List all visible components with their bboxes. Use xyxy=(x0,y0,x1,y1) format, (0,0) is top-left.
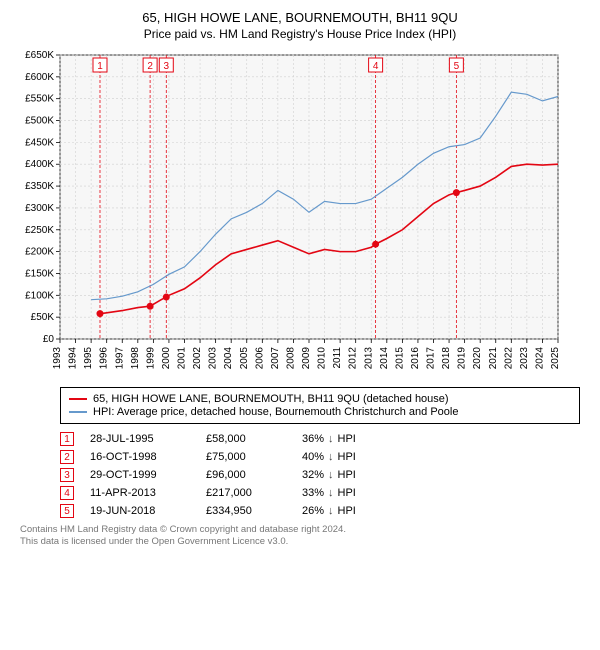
page-title: 65, HIGH HOWE LANE, BOURNEMOUTH, BH11 9Q… xyxy=(10,10,590,25)
svg-text:2020: 2020 xyxy=(472,347,483,370)
svg-text:2007: 2007 xyxy=(270,347,281,370)
svg-text:2001: 2001 xyxy=(177,347,188,370)
svg-text:£300K: £300K xyxy=(25,203,54,214)
svg-text:£200K: £200K xyxy=(25,247,54,258)
svg-text:2014: 2014 xyxy=(379,347,390,370)
svg-text:2016: 2016 xyxy=(410,347,421,370)
svg-text:2022: 2022 xyxy=(503,347,514,370)
svg-text:1999: 1999 xyxy=(145,347,156,370)
tx-date: 19-JUN-2018 xyxy=(90,505,190,517)
tx-date: 11-APR-2013 xyxy=(90,487,190,499)
transaction-row: 1 28-JUL-1995 £58,000 36% ↓ HPI xyxy=(60,432,580,446)
svg-text:2002: 2002 xyxy=(192,347,203,370)
svg-text:2023: 2023 xyxy=(519,347,530,370)
price-chart: £0 £50K £100K £150K £200K £250K £300K £350K £400… xyxy=(10,49,570,379)
legend-label-blue: HPI: Average price, detached house, Bour… xyxy=(93,406,458,418)
svg-text:2019: 2019 xyxy=(457,347,468,370)
svg-text:3: 3 xyxy=(164,61,170,72)
tx-date: 28-JUL-1995 xyxy=(90,433,190,445)
transaction-row: 2 16-OCT-1998 £75,000 40% ↓ HPI xyxy=(60,450,580,464)
legend: 65, HIGH HOWE LANE, BOURNEMOUTH, BH11 9Q… xyxy=(60,387,580,424)
svg-text:2000: 2000 xyxy=(161,347,172,370)
tx-pct: 33% ↓ HPI xyxy=(302,487,392,499)
legend-label-red: 65, HIGH HOWE LANE, BOURNEMOUTH, BH11 9Q… xyxy=(93,393,449,405)
transaction-row: 4 11-APR-2013 £217,000 33% ↓ HPI xyxy=(60,486,580,500)
svg-text:2008: 2008 xyxy=(285,347,296,370)
title-block: 65, HIGH HOWE LANE, BOURNEMOUTH, BH11 9Q… xyxy=(10,10,590,41)
svg-text:1993: 1993 xyxy=(52,347,63,370)
tx-price: £96,000 xyxy=(206,469,286,481)
marker-index: 3 xyxy=(60,468,74,482)
tx-pct: 32% ↓ HPI xyxy=(302,469,392,481)
svg-text:£450K: £450K xyxy=(25,137,54,148)
transaction-row: 5 19-JUN-2018 £334,950 26% ↓ HPI xyxy=(60,504,580,518)
svg-text:£600K: £600K xyxy=(25,72,54,83)
svg-text:2: 2 xyxy=(147,61,153,72)
svg-text:£350K: £350K xyxy=(25,181,54,192)
svg-text:£100K: £100K xyxy=(25,290,54,301)
svg-text:2017: 2017 xyxy=(426,347,437,370)
svg-text:£650K: £650K xyxy=(25,50,54,61)
footer: Contains HM Land Registry data © Crown c… xyxy=(20,524,580,549)
tx-pct: 26% ↓ HPI xyxy=(302,505,392,517)
svg-text:5: 5 xyxy=(454,61,460,72)
svg-text:2009: 2009 xyxy=(301,347,312,370)
svg-text:1997: 1997 xyxy=(114,347,125,370)
svg-text:2010: 2010 xyxy=(317,347,328,370)
svg-text:1995: 1995 xyxy=(83,347,94,370)
svg-text:2006: 2006 xyxy=(254,347,265,370)
tx-pct: 40% ↓ HPI xyxy=(302,451,392,463)
svg-text:2018: 2018 xyxy=(441,347,452,370)
svg-text:2003: 2003 xyxy=(208,347,219,370)
svg-text:£550K: £550K xyxy=(25,94,54,105)
svg-text:2004: 2004 xyxy=(223,347,234,370)
legend-swatch-red xyxy=(69,398,87,400)
legend-row-blue: HPI: Average price, detached house, Bour… xyxy=(69,406,571,418)
transaction-table: 1 28-JUL-1995 £58,000 36% ↓ HPI 2 16-OCT-1998… xyxy=(60,432,580,518)
svg-text:2015: 2015 xyxy=(394,347,405,370)
transaction-row: 3 29-OCT-1999 £96,000 32% ↓ HPI xyxy=(60,468,580,482)
marker-index: 2 xyxy=(60,450,74,464)
svg-text:1996: 1996 xyxy=(99,347,110,370)
svg-text:2013: 2013 xyxy=(363,347,374,370)
marker-index: 5 xyxy=(60,504,74,518)
tx-date: 29-OCT-1999 xyxy=(90,469,190,481)
tx-price: £75,000 xyxy=(206,451,286,463)
svg-text:£0: £0 xyxy=(43,334,55,345)
legend-swatch-blue xyxy=(69,411,87,413)
svg-text:£150K: £150K xyxy=(25,268,54,279)
svg-text:£500K: £500K xyxy=(25,116,54,127)
marker-index: 1 xyxy=(60,432,74,446)
chart-container: £0 £50K £100K £150K £200K £250K £300K £350K £400… xyxy=(10,49,590,379)
svg-text:2021: 2021 xyxy=(488,347,499,370)
svg-text:2024: 2024 xyxy=(534,347,545,370)
footer-line-1: Contains HM Land Registry data © Crown c… xyxy=(20,524,580,536)
footer-line-2: This data is licensed under the Open Gov… xyxy=(20,536,580,548)
tx-price: £334,950 xyxy=(206,505,286,517)
svg-text:1998: 1998 xyxy=(130,347,141,370)
svg-text:£250K: £250K xyxy=(25,225,54,236)
marker-index: 4 xyxy=(60,486,74,500)
svg-text:2005: 2005 xyxy=(239,347,250,370)
svg-text:4: 4 xyxy=(373,61,379,72)
svg-text:1994: 1994 xyxy=(68,347,79,370)
tx-price: £217,000 xyxy=(206,487,286,499)
svg-text:2025: 2025 xyxy=(550,347,561,370)
tx-date: 16-OCT-1998 xyxy=(90,451,190,463)
svg-text:2012: 2012 xyxy=(348,347,359,370)
svg-text:£400K: £400K xyxy=(25,159,54,170)
legend-row-red: 65, HIGH HOWE LANE, BOURNEMOUTH, BH11 9Q… xyxy=(69,393,571,405)
tx-pct: 36% ↓ HPI xyxy=(302,433,392,445)
tx-price: £58,000 xyxy=(206,433,286,445)
page-subtitle: Price paid vs. HM Land Registry's House … xyxy=(10,27,590,41)
svg-text:£50K: £50K xyxy=(31,312,55,323)
svg-text:1: 1 xyxy=(97,61,103,72)
svg-text:2011: 2011 xyxy=(332,347,343,369)
